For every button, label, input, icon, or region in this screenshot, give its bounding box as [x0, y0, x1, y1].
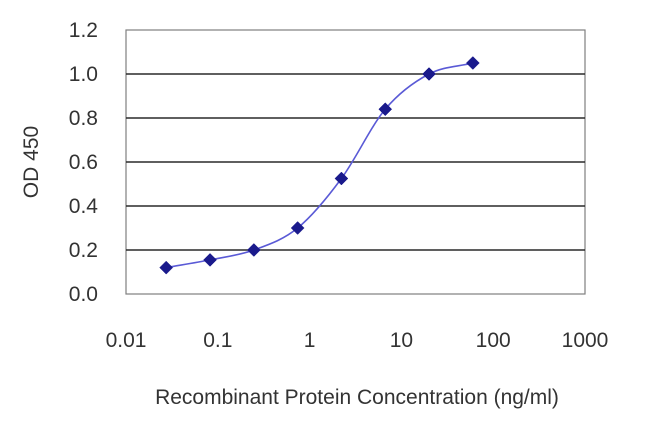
- y-tick-label-0: 0.0: [69, 283, 98, 306]
- data-point-3: [290, 221, 305, 235]
- x-tick-label-4: 100: [476, 329, 511, 352]
- data-points-layer: [159, 56, 480, 275]
- data-point-0: [159, 260, 174, 275]
- y-axis-title: OD 450: [20, 126, 43, 198]
- data-point-6: [422, 67, 436, 81]
- x-tick-label-3: 10: [390, 329, 413, 352]
- y-tick-label-4: 0.8: [69, 107, 98, 130]
- x-axis-title: Recombinant Protein Concentration (ng/ml…: [155, 386, 559, 409]
- y-tick-label-1: 0.2: [69, 239, 98, 262]
- fitted-curve: [166, 62, 474, 269]
- y-tick-label-3: 0.6: [69, 151, 98, 174]
- x-tick-label-1: 0.1: [203, 329, 232, 352]
- x-tick-label-0: 0.01: [106, 329, 147, 352]
- x-tick-labels: 0.01 0.1 1 10 100 1000: [106, 329, 609, 352]
- fitted-curve-layer: [166, 62, 474, 269]
- y-tick-label-2: 0.4: [69, 195, 99, 218]
- y-tick-label-6: 1.2: [69, 19, 98, 42]
- x-tick-label-2: 1: [304, 329, 316, 352]
- data-point-4: [334, 171, 349, 186]
- x-tick-label-5: 1000: [562, 329, 609, 352]
- data-point-5: [378, 102, 393, 117]
- y-tick-labels: 0.0 0.2 0.4 0.6 0.8 1.0 1.2: [69, 19, 99, 306]
- data-point-2: [246, 243, 261, 257]
- data-point-7: [465, 56, 480, 70]
- grid-lines: [126, 73, 585, 251]
- data-point-1: [203, 253, 217, 267]
- y-tick-label-5: 1.0: [69, 63, 98, 86]
